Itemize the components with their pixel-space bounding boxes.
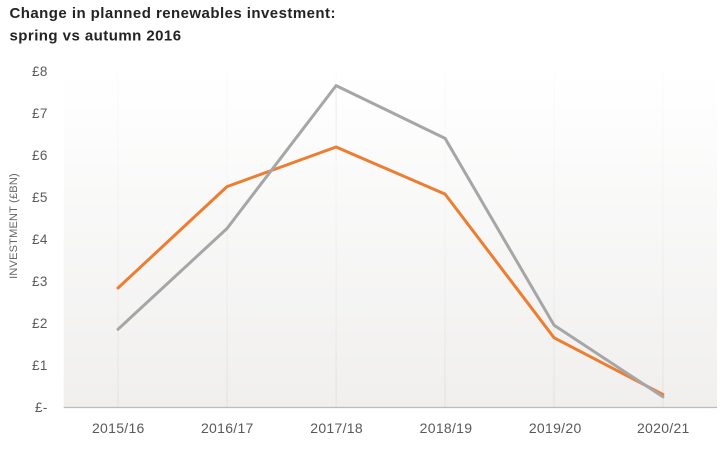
svg-text:2017/18: 2017/18 [310,420,363,436]
svg-text:£6: £6 [32,148,48,163]
svg-text:2016/17: 2016/17 [201,420,254,436]
svg-text:2018/19: 2018/19 [420,420,473,436]
svg-text:2019/20: 2019/20 [529,420,582,436]
svg-text:£1: £1 [32,358,48,373]
svg-text:£7: £7 [32,106,48,121]
svg-text:£3: £3 [32,274,48,289]
svg-text:£8: £8 [32,64,48,79]
svg-text:Change in planned renewables i: Change in planned renewables investment: [10,5,336,22]
svg-text:2020/21: 2020/21 [637,420,690,436]
svg-text:£2: £2 [32,316,48,331]
svg-text:£4: £4 [32,232,48,247]
svg-text:INVESTMENT (£BN): INVESTMENT (£BN) [8,173,20,279]
svg-text:spring vs autumn 2016: spring vs autumn 2016 [10,27,182,44]
svg-text:£5: £5 [32,190,48,205]
svg-text:2015/16: 2015/16 [92,420,145,436]
svg-text:£-: £- [35,400,48,415]
